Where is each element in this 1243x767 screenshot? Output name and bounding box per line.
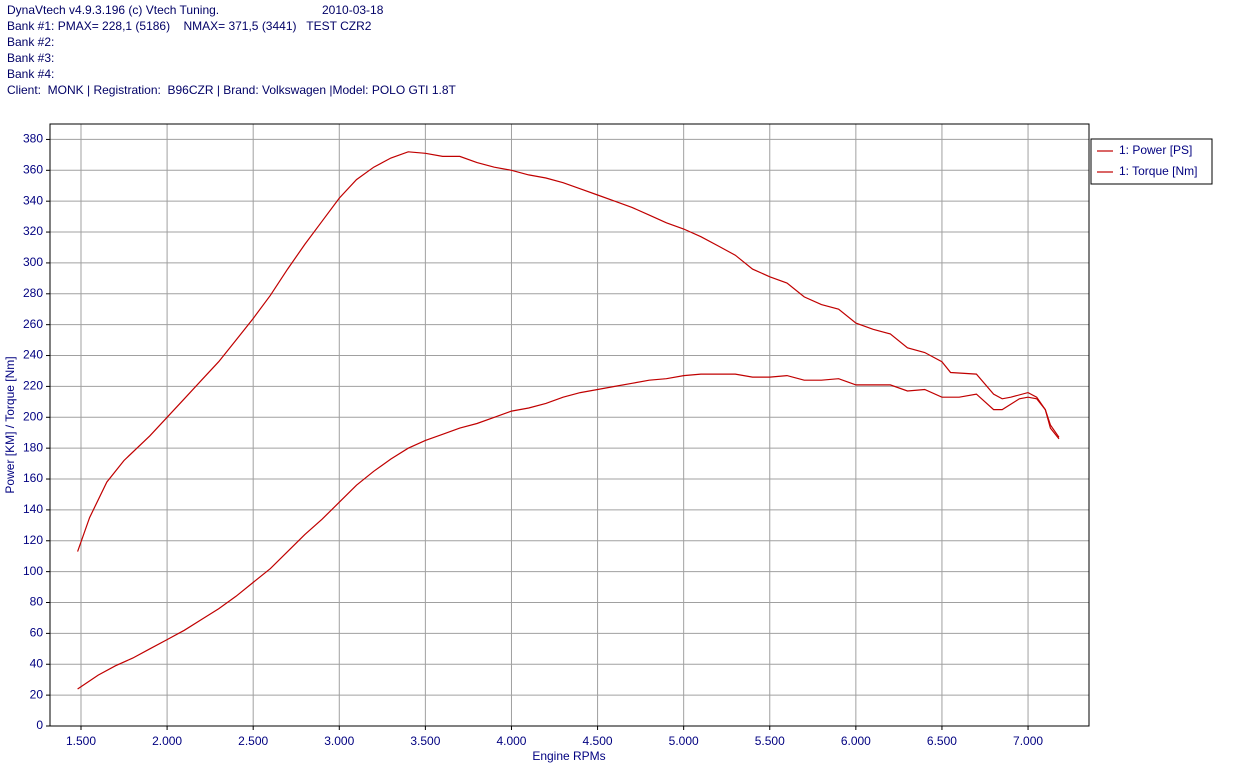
x-tick-label: 6.000 (841, 734, 871, 748)
y-axis-label: Power [KM] / Torque [Nm] (3, 356, 17, 493)
x-tick-label: 5.500 (755, 734, 785, 748)
y-tick-label: 240 (23, 348, 43, 362)
y-tick-label: 220 (23, 379, 43, 393)
y-tick-label: 360 (23, 162, 43, 176)
x-tick-label: 2.500 (238, 734, 268, 748)
y-tick-label: 120 (23, 533, 43, 547)
y-tick-label: 380 (23, 132, 43, 146)
header-line: Bank #4: (7, 67, 55, 81)
x-tick-label: 5.000 (669, 734, 699, 748)
header-line: Client: MONK | Registration: B96CZR | Br… (7, 83, 456, 97)
y-tick-label: 320 (23, 224, 43, 238)
y-tick-label: 40 (30, 656, 44, 670)
header-line: Bank #2: (7, 35, 55, 49)
data-line (77, 373, 1060, 690)
header-title: DynaVtech v4.9.3.196 (c) Vtech Tuning. (7, 3, 220, 17)
x-tick-label: 6.500 (927, 734, 957, 748)
y-tick-label: 340 (23, 193, 43, 207)
y-tick-label: 280 (23, 286, 43, 300)
header-line: Bank #3: (7, 51, 55, 65)
x-tick-label: 3.000 (324, 734, 354, 748)
x-tick-label: 4.500 (583, 734, 613, 748)
plot-area (50, 124, 1089, 726)
y-tick-label: 180 (23, 440, 43, 454)
data-line (77, 151, 1060, 552)
y-tick-label: 140 (23, 502, 43, 516)
y-tick-label: 300 (23, 255, 43, 269)
x-tick-label: 3.500 (410, 734, 440, 748)
y-tick-label: 160 (23, 471, 43, 485)
y-tick-label: 260 (23, 317, 43, 331)
y-tick-label: 60 (30, 626, 44, 640)
x-tick-label: 7.000 (1013, 734, 1043, 748)
x-tick-label: 4.000 (496, 734, 526, 748)
plot-border (49, 123, 1090, 727)
legend-box (1090, 138, 1213, 185)
x-tick-label: 1.500 (66, 734, 96, 748)
x-tick-label: 2.000 (152, 734, 182, 748)
y-tick-label: 100 (23, 564, 43, 578)
legend-label: 1: Torque [Nm] (1119, 164, 1197, 178)
y-tick-label: 200 (23, 409, 43, 423)
legend-label: 1: Power [PS] (1119, 143, 1192, 157)
header-date: 2010-03-18 (322, 3, 384, 17)
y-tick-label: 80 (30, 595, 44, 609)
x-axis-label: Engine RPMs (532, 749, 605, 763)
y-tick-label: 0 (36, 718, 43, 732)
y-tick-label: 20 (30, 687, 44, 701)
header-line: Bank #1: PMAX= 228,1 (5186) NMAX= 371,5 … (7, 19, 372, 33)
